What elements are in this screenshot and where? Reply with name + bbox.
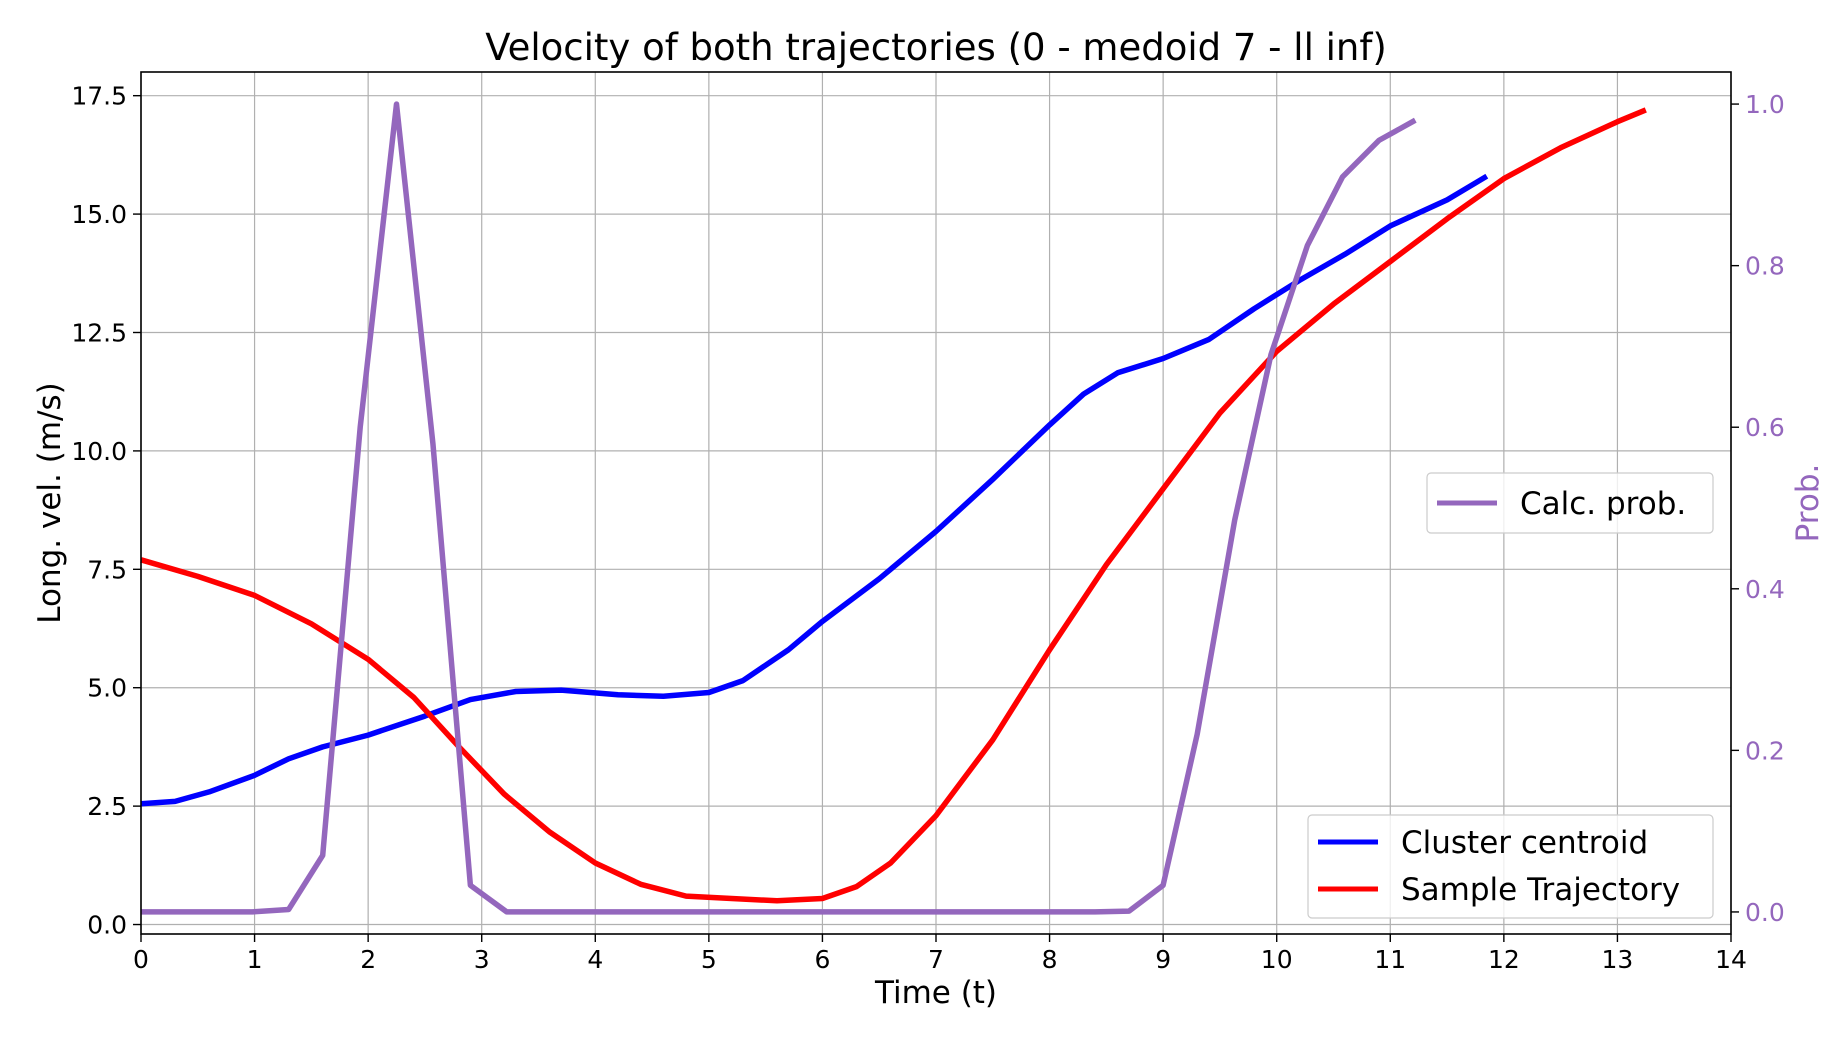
- legend-label-sample-trajectory: Sample Trajectory: [1401, 872, 1680, 908]
- series-line-calc-prob: [141, 101, 1417, 915]
- legend-main-box: [1307, 814, 1714, 919]
- legend-prob: Calc. prob.: [1426, 472, 1714, 534]
- x-tick-label: 11: [1374, 945, 1406, 974]
- chart-title: Velocity of both trajectories (0 - medoi…: [485, 26, 1387, 69]
- y-tick-label: 2.5: [87, 792, 127, 821]
- series-line-sample-trajectory: [140, 107, 1647, 904]
- y-tick-label: 12.5: [71, 318, 127, 347]
- y2-tick-label: 0.4: [1745, 575, 1785, 604]
- x-tick-label: 1: [247, 945, 263, 974]
- x-tick-label: 2: [360, 945, 376, 974]
- y2-tick-label: 0.0: [1745, 898, 1785, 927]
- x-tick-label: 3: [474, 945, 490, 974]
- y-tick-label: 7.5: [87, 555, 127, 584]
- y-tick-label: 5.0: [87, 674, 127, 703]
- legend-label-calc-prob: Calc. prob.: [1520, 486, 1686, 522]
- y-axis-label: Long. vel. (m/s): [32, 382, 68, 623]
- x-tick-label: 12: [1488, 945, 1520, 974]
- y2-axis-label: Prob.: [1790, 464, 1826, 543]
- y-tick-label: 0.0: [87, 911, 127, 940]
- y2-tick-label: 0.8: [1745, 252, 1785, 281]
- y2-tick-label: 0.2: [1745, 736, 1785, 765]
- x-tick-label: 5: [701, 945, 717, 974]
- y-tick-label: 10.0: [71, 437, 127, 466]
- y2-tick-label: 0.6: [1745, 413, 1785, 442]
- legend-label-cluster-centroid: Cluster centroid: [1401, 825, 1648, 861]
- x-tick-label: 4: [587, 945, 603, 974]
- series-line-cluster-centroid: [140, 173, 1489, 807]
- y-tick-label: 17.5: [71, 82, 127, 111]
- x-tick-label: 10: [1261, 945, 1293, 974]
- x-tick-label: 7: [928, 945, 944, 974]
- y2-tick-label: 1.0: [1745, 90, 1785, 119]
- x-tick-label: 14: [1715, 945, 1747, 974]
- x-tick-label: 9: [1155, 945, 1171, 974]
- ticks: 0 1 2 3 4 5 6 7 8 9 10 11 12 13 140.02.55.07.510.012.5…: [71, 82, 1784, 974]
- y-tick-label: 15.0: [71, 200, 127, 229]
- series-layer: [140, 101, 1647, 915]
- x-tick-label: 0: [133, 945, 149, 974]
- legend-prob-box: [1426, 472, 1714, 534]
- x-tick-label: 13: [1602, 945, 1634, 974]
- x-tick-label: 8: [1042, 945, 1058, 974]
- legend-main: Cluster centroid Sample Trajectory: [1307, 814, 1714, 919]
- x-axis-label: Time (t): [874, 975, 997, 1011]
- x-tick-label: 6: [814, 945, 830, 974]
